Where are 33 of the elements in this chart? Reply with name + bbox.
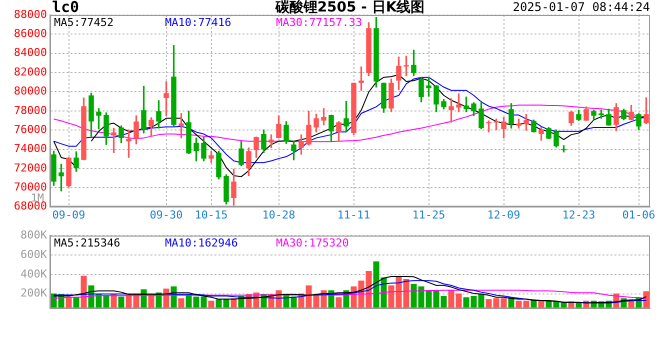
annotation: lc0 [52, 0, 80, 16]
text: MA30:77157.33 [276, 16, 362, 29]
y-tick-label: 76000 [14, 122, 47, 136]
chart-title: 碳酸锂2505 - 日K线图 [274, 0, 425, 16]
y-tick-label: 74000 [14, 142, 47, 156]
x-tick-label: 09-30 [150, 208, 183, 222]
text: MA5:215346 [54, 236, 120, 250]
x-tick-label: 11-25 [412, 208, 446, 222]
x-tick-label: 09-09 [52, 208, 86, 222]
y-tick-label: 200K [20, 286, 48, 300]
y-tick-label: 80000 [14, 84, 47, 98]
y-tick-label: 78000 [14, 104, 47, 117]
y-tick-label: 86000 [14, 27, 47, 40]
x-tick-label: 12-23 [562, 208, 596, 222]
text: MA5:77452 [54, 16, 114, 29]
y-tick-label: 72000 [14, 161, 47, 174]
candlestick [486, 120, 492, 132]
x-tick-label: 11-11 [337, 208, 370, 222]
x-tick-label: 01-06 [622, 208, 656, 222]
y-tick-label: 88000 [14, 8, 47, 21]
y-tick-label: 800K [20, 228, 48, 242]
y-tick-label: 70000 [14, 180, 47, 194]
x-tick-label: 10-28 [262, 208, 296, 222]
text: 2025-01-07 08:44:24 [512, 0, 650, 14]
y-tick-label: 600K [20, 248, 48, 261]
text: MA10:77416 [165, 16, 232, 29]
y-tick-label: 82000 [14, 65, 47, 78]
text: MA30:175320 [276, 236, 349, 250]
x-tick-label: 10-15 [194, 208, 228, 222]
x-tick-label: 12-09 [487, 208, 520, 222]
y-tick-label: 400K [20, 267, 48, 280]
text: MA10:162946 [165, 236, 238, 250]
y-tick-label: 84000 [14, 46, 47, 60]
